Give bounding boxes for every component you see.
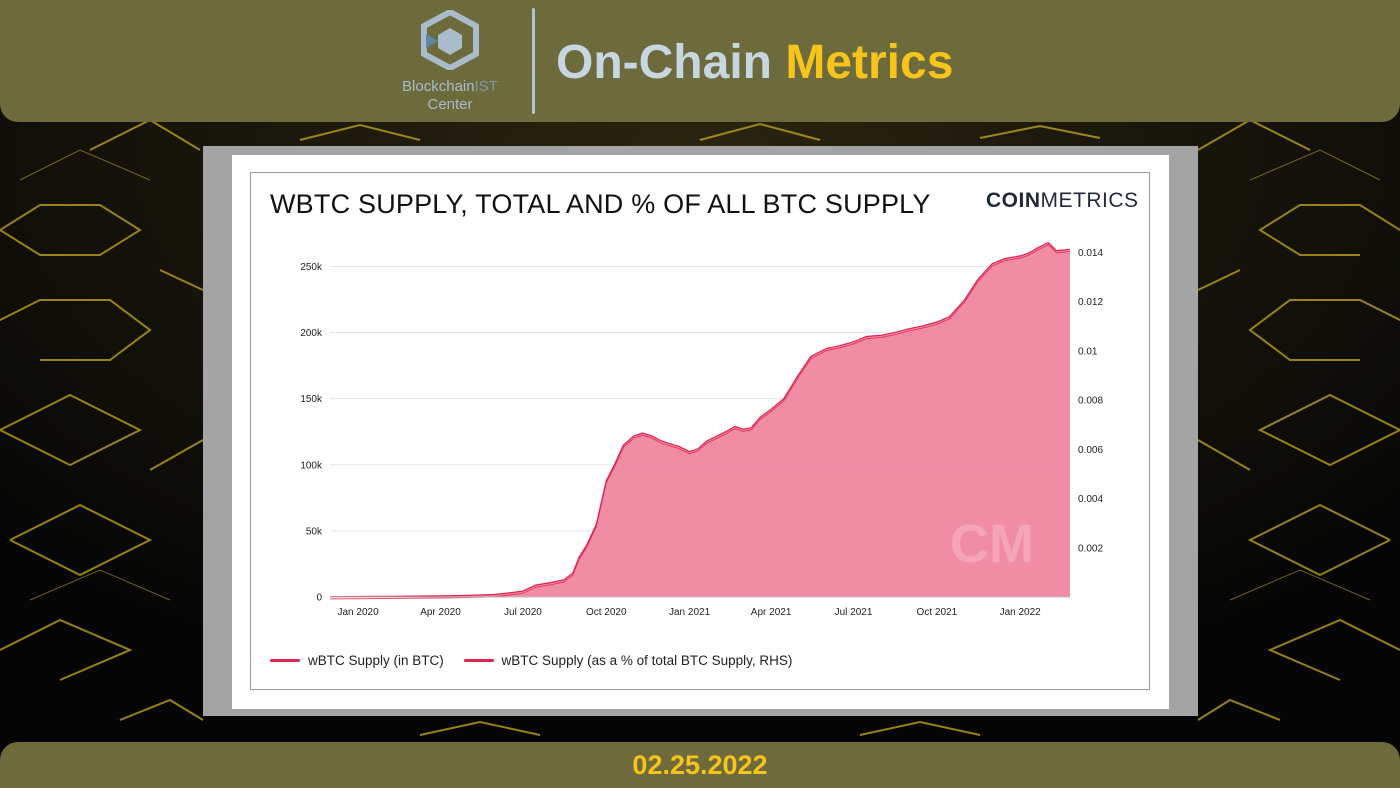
right-tick-label-5: 0.012 (1078, 297, 1103, 308)
chart-area-layer (329, 241, 1071, 600)
left-tick-label-4: 200k (300, 328, 323, 339)
page-title-part1: On-Chain (556, 36, 772, 89)
right-tick-label-6: 0.014 (1078, 248, 1103, 259)
legend-item-btc[interactable]: wBTC Supply (in BTC) (270, 652, 444, 668)
series-line-btc (329, 241, 1071, 598)
legend-swatch-pct (463, 659, 494, 663)
legend-item-pct[interactable]: wBTC Supply (as a % of total BTC Supply,… (463, 652, 793, 669)
legend-swatch-btc (270, 659, 300, 663)
x-tick-label-7: Oct 2021 (917, 607, 958, 618)
x-tick-label-0: Jan 2020 (338, 607, 380, 618)
x-tick-label-4: Jan 2021 (669, 607, 711, 618)
blockchain-ist-logo: BlockchainIST Center (388, 10, 512, 114)
header-bar (0, 0, 1400, 122)
left-tick-label-5: 250k (300, 262, 323, 273)
series-area-btc (330, 242, 1070, 597)
x-tick-label-8: Jan 2022 (1000, 607, 1042, 618)
logo-name-suffix: IST (474, 78, 498, 95)
x-tick-label-6: Jul 2021 (835, 607, 873, 618)
left-tick-label-1: 50k (306, 526, 323, 537)
logo-subtitle: Center (427, 96, 473, 113)
brand-light: METRICS (1040, 189, 1139, 212)
page-title-part2: Metrics (785, 36, 954, 89)
page-title: On-Chain Metrics (556, 30, 953, 96)
x-tick-label-2: Jul 2020 (504, 607, 542, 618)
footer-date: 02.25.2022 (632, 750, 768, 780)
left-tick-label-3: 150k (300, 394, 323, 405)
left-tick-label-0: 0 (316, 593, 322, 604)
x-axis: Jan 2020 Apr 2020 Jul 2020 Oct 2020 Jan 2021… (330, 596, 1070, 618)
left-tick-label-2: 100k (300, 460, 323, 471)
chart-watermark: CM (950, 514, 1034, 574)
left-y-axis: 0 50k 100k 150k 200k 250k (300, 262, 323, 604)
brand-bold: COIN (986, 189, 1041, 212)
coinmetrics-logo: COINMETRICS (986, 186, 1139, 216)
right-y-axis: 0.002 0.004 0.006 0.008 0.01 0.012 0.014 (1078, 248, 1103, 554)
right-tick-label-2: 0.006 (1078, 445, 1103, 456)
x-tick-label-1: Apr 2020 (420, 607, 461, 618)
logo-name-primary: Blockchain (402, 78, 475, 95)
x-tick-label-5: Apr 2021 (751, 607, 792, 618)
chart-title: WBTC SUPPLY, TOTAL AND % OF ALL BTC SUPP… (270, 189, 931, 219)
header-divider (532, 8, 535, 114)
series-line-pct (329, 244, 1071, 600)
x-tick-label-3: Oct 2020 (586, 607, 627, 618)
legend-label-pct: wBTC Supply (as a % of total BTC Supply,… (501, 653, 793, 669)
right-tick-label-4: 0.01 (1078, 346, 1098, 357)
footer-bar (0, 742, 1400, 788)
chart-legend: wBTC Supply (in BTC) wBTC Supply (as a %… (270, 652, 808, 672)
right-tick-label-0: 0.002 (1078, 543, 1103, 554)
cube-logo-icon (421, 10, 479, 70)
legend-label-btc: wBTC Supply (in BTC) (308, 653, 444, 669)
right-tick-label-3: 0.008 (1078, 396, 1103, 407)
right-tick-label-1: 0.004 (1078, 494, 1103, 505)
